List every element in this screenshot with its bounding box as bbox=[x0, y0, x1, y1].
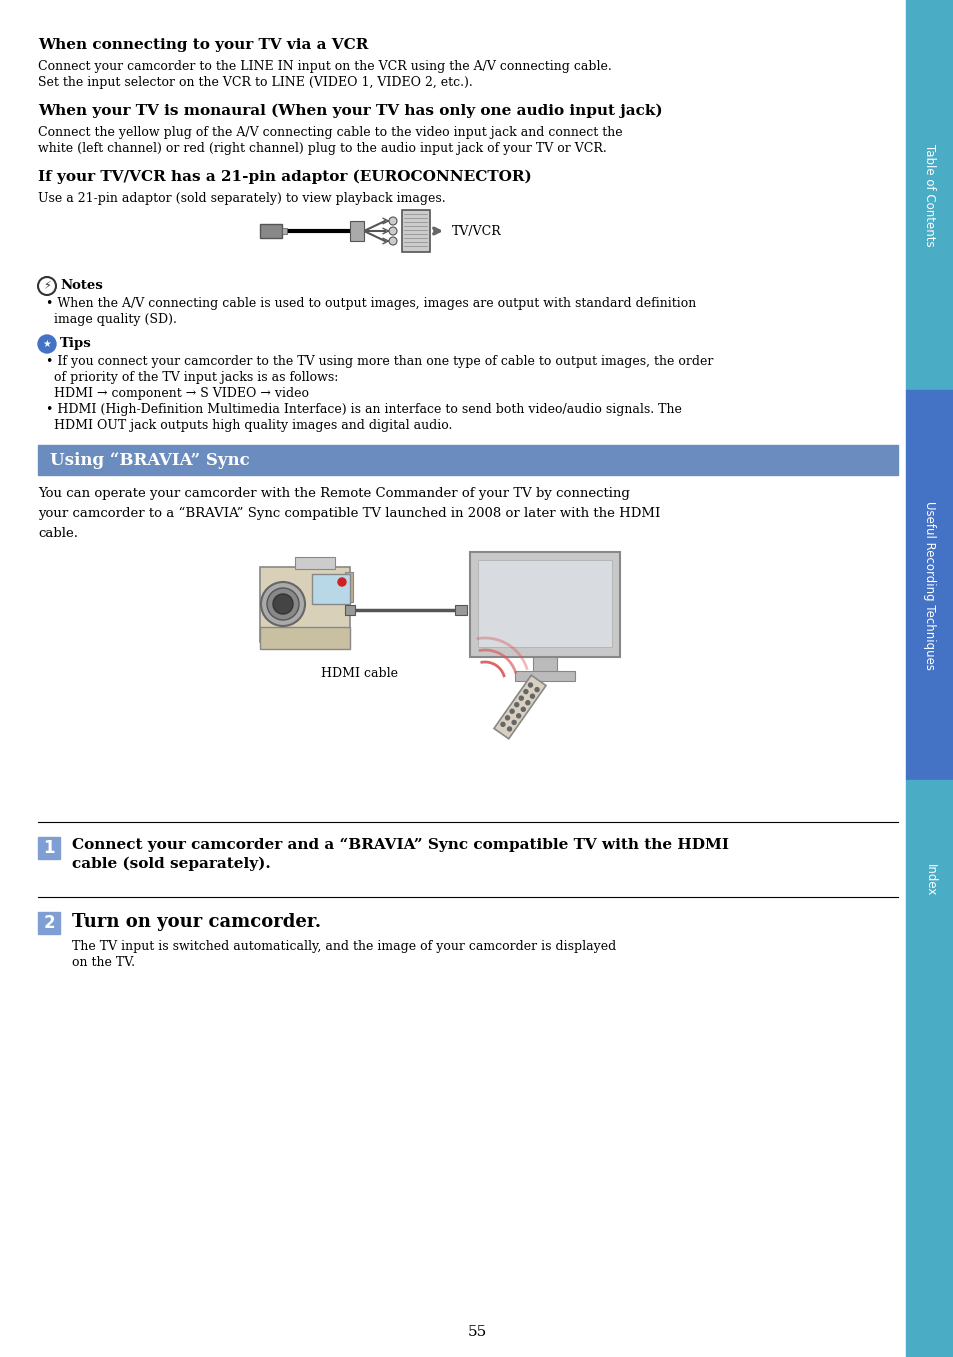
Text: 2: 2 bbox=[43, 915, 54, 932]
Circle shape bbox=[38, 277, 56, 294]
Text: of priority of the TV input jacks is as follows:: of priority of the TV input jacks is as … bbox=[54, 370, 338, 384]
Bar bbox=[905, 389, 953, 780]
Text: When connecting to your TV via a VCR: When connecting to your TV via a VCR bbox=[38, 38, 368, 52]
Text: HDMI → component → S VIDEO → video: HDMI → component → S VIDEO → video bbox=[54, 387, 309, 400]
Text: white (left channel) or red (right channel) plug to the audio input jack of your: white (left channel) or red (right chann… bbox=[38, 142, 606, 155]
Text: The TV input is switched automatically, and the image of your camcorder is displ: The TV input is switched automatically, … bbox=[71, 940, 616, 953]
Bar bbox=[38, 912, 60, 934]
Circle shape bbox=[535, 688, 538, 692]
Text: When your TV is monaural (When your TV has only one audio input jack): When your TV is monaural (When your TV h… bbox=[38, 104, 662, 118]
Text: Connect your camcorder to the LINE IN input on the VCR using the A/V connecting : Connect your camcorder to the LINE IN in… bbox=[38, 60, 611, 73]
Text: Set the input selector on the VCR to LINE (VIDEO 1, VIDEO 2, etc.).: Set the input selector on the VCR to LIN… bbox=[38, 76, 473, 90]
Text: your camcorder to a “BRAVIA” Sync compatible TV launched in 2008 or later with t: your camcorder to a “BRAVIA” Sync compat… bbox=[38, 508, 659, 520]
Text: • If you connect your camcorder to the TV using more than one type of cable to o: • If you connect your camcorder to the T… bbox=[46, 356, 713, 368]
Bar bbox=[38, 445, 897, 475]
Text: on the TV.: on the TV. bbox=[71, 955, 135, 969]
Circle shape bbox=[389, 217, 396, 225]
Bar bbox=[312, 574, 350, 604]
Text: 55: 55 bbox=[467, 1324, 486, 1339]
Circle shape bbox=[512, 721, 516, 725]
Text: Table of Contents: Table of Contents bbox=[923, 144, 936, 247]
Text: 1: 1 bbox=[43, 839, 54, 858]
Bar bbox=[905, 780, 953, 1357]
Circle shape bbox=[515, 703, 518, 707]
Text: If your TV/VCR has a 21-pin adaptor (EUROCONNECTOR): If your TV/VCR has a 21-pin adaptor (EUR… bbox=[38, 170, 531, 185]
Text: Tips: Tips bbox=[60, 337, 91, 350]
Text: • When the A/V connecting cable is used to output images, images are output with: • When the A/V connecting cable is used … bbox=[46, 297, 696, 309]
Text: ⚡: ⚡ bbox=[43, 281, 51, 290]
Text: Useful Recording Techniques: Useful Recording Techniques bbox=[923, 501, 936, 669]
Circle shape bbox=[267, 588, 298, 620]
Text: Turn on your camcorder.: Turn on your camcorder. bbox=[71, 913, 321, 931]
Circle shape bbox=[518, 696, 523, 700]
Text: ★: ★ bbox=[43, 339, 51, 349]
Circle shape bbox=[528, 683, 532, 687]
Circle shape bbox=[523, 689, 527, 693]
Bar bbox=[260, 567, 350, 642]
Bar bbox=[533, 657, 557, 673]
Bar bbox=[260, 224, 282, 237]
Circle shape bbox=[273, 594, 293, 613]
Circle shape bbox=[507, 727, 511, 731]
Bar bbox=[38, 837, 60, 859]
Circle shape bbox=[337, 578, 346, 586]
Text: Index: Index bbox=[923, 864, 936, 896]
Text: Connect the yellow plug of the A/V connecting cable to the video input jack and : Connect the yellow plug of the A/V conne… bbox=[38, 126, 622, 138]
Bar bbox=[345, 605, 355, 615]
Text: cable.: cable. bbox=[38, 527, 78, 540]
Circle shape bbox=[389, 237, 396, 246]
Bar bbox=[345, 573, 353, 603]
Bar bbox=[470, 552, 619, 657]
Text: You can operate your camcorder with the Remote Commander of your TV by connectin: You can operate your camcorder with the … bbox=[38, 487, 629, 499]
Bar bbox=[260, 627, 350, 649]
Text: HDMI OUT jack outputs high quality images and digital audio.: HDMI OUT jack outputs high quality image… bbox=[54, 419, 452, 432]
Circle shape bbox=[261, 582, 305, 626]
Circle shape bbox=[38, 335, 56, 353]
Bar bbox=[477, 560, 612, 647]
Text: HDMI cable: HDMI cable bbox=[321, 668, 398, 680]
Circle shape bbox=[530, 695, 534, 699]
Bar bbox=[401, 210, 430, 252]
Text: Use a 21-pin adaptor (sold separately) to view playback images.: Use a 21-pin adaptor (sold separately) t… bbox=[38, 191, 445, 205]
Bar bbox=[294, 556, 335, 569]
Text: Notes: Notes bbox=[60, 280, 103, 292]
Bar bbox=[905, 0, 953, 389]
Bar bbox=[350, 221, 364, 242]
Text: Using “BRAVIA” Sync: Using “BRAVIA” Sync bbox=[50, 452, 250, 468]
Circle shape bbox=[505, 715, 509, 719]
Circle shape bbox=[510, 710, 514, 714]
Circle shape bbox=[517, 714, 520, 718]
Text: Connect your camcorder and a “BRAVIA” Sync compatible TV with the HDMI: Connect your camcorder and a “BRAVIA” Sy… bbox=[71, 839, 728, 852]
Bar bbox=[515, 670, 575, 681]
Text: • HDMI (High-Definition Multimedia Interface) is an interface to send both video: • HDMI (High-Definition Multimedia Inter… bbox=[46, 403, 681, 417]
Bar bbox=[282, 228, 287, 233]
Circle shape bbox=[525, 700, 529, 704]
Circle shape bbox=[389, 227, 396, 235]
Text: TV/VCR: TV/VCR bbox=[452, 224, 501, 237]
Bar bbox=[455, 605, 467, 615]
Text: image quality (SD).: image quality (SD). bbox=[54, 313, 176, 326]
Polygon shape bbox=[494, 676, 545, 738]
Circle shape bbox=[520, 707, 525, 711]
Text: cable (sold separately).: cable (sold separately). bbox=[71, 858, 271, 871]
Circle shape bbox=[500, 722, 504, 726]
